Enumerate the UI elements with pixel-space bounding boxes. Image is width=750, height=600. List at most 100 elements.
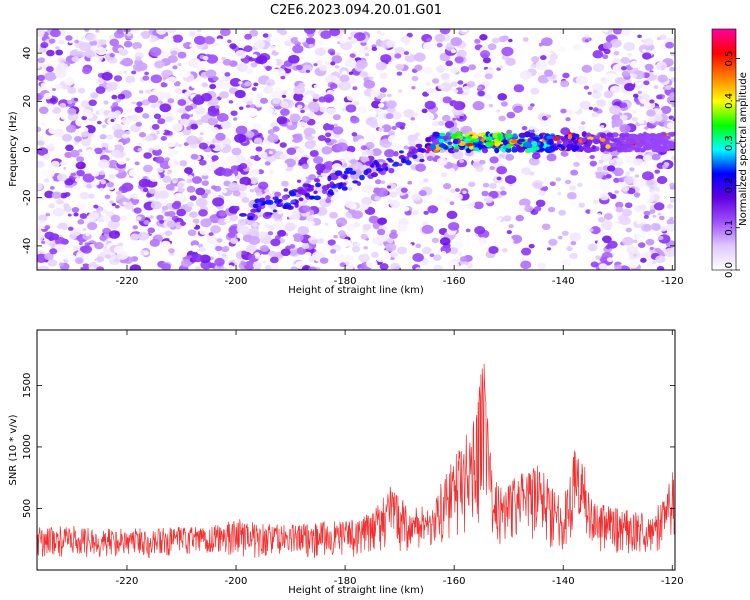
heatmap-cell xyxy=(335,217,348,227)
heatmap-cell xyxy=(143,164,153,173)
heatmap-cell xyxy=(518,132,527,138)
heatmap-cell xyxy=(297,104,303,109)
heatmap-cell xyxy=(313,195,322,201)
heatmap-cell xyxy=(76,203,87,211)
heatmap-cell xyxy=(619,124,631,133)
heatmap-cell xyxy=(452,117,457,121)
heatmap-cell xyxy=(270,35,278,42)
heatmap-cell xyxy=(320,30,332,40)
heatmap-cell xyxy=(664,145,671,151)
heatmap-cell xyxy=(505,147,512,153)
heatmap-cell xyxy=(57,222,68,231)
heatmap-cell xyxy=(40,118,45,122)
heatmap-cell xyxy=(76,184,85,191)
heatmap-cell xyxy=(77,148,83,153)
heatmap-cell xyxy=(101,71,113,81)
heatmap-cell xyxy=(465,228,471,233)
heatmap-cell xyxy=(136,35,143,40)
heatmap-cell xyxy=(330,139,337,144)
heatmap-cell xyxy=(415,143,423,149)
heatmap-cell xyxy=(37,57,46,64)
heatmap-cell xyxy=(383,149,395,158)
heatmap-cell xyxy=(107,111,117,119)
heatmap-cell xyxy=(643,161,649,166)
heatmap-cell xyxy=(329,51,336,56)
heatmap-cell xyxy=(431,260,436,264)
heatmap-cell xyxy=(640,257,647,263)
heatmap-cell xyxy=(411,75,419,82)
heatmap-cell xyxy=(570,169,579,176)
heatmap-cell xyxy=(111,202,116,207)
heatmap-cell xyxy=(118,48,129,56)
heatmap-cell xyxy=(669,198,675,203)
heatmap-cell xyxy=(221,168,233,177)
heatmap-cell xyxy=(247,216,254,221)
heatmap-cell xyxy=(186,126,192,131)
heatmap-cell xyxy=(79,213,88,219)
heatmap-cell xyxy=(597,240,605,246)
heatmap-cell xyxy=(465,148,472,154)
heatmap-cell xyxy=(353,102,358,106)
heatmap-cell xyxy=(222,82,232,90)
heatmap-cell xyxy=(170,122,183,133)
heatmap-cell xyxy=(110,149,121,158)
heatmap-cell xyxy=(73,97,79,102)
heatmap-cell xyxy=(411,86,416,90)
heatmap-cell xyxy=(546,153,557,162)
heatmap-cell xyxy=(619,145,628,151)
heatmap-cell xyxy=(187,175,194,180)
heatmap-cell xyxy=(602,42,613,50)
heatmap-cell xyxy=(613,177,620,183)
heatmap-cell xyxy=(622,208,633,217)
heatmap-cell xyxy=(211,142,224,152)
heatmap-cell xyxy=(122,201,127,205)
heatmap-cell xyxy=(375,161,380,168)
heatmap-cell xyxy=(587,243,598,252)
heatmap-cell xyxy=(40,82,48,88)
heatmap-cell xyxy=(250,155,256,160)
heatmap-cell xyxy=(197,60,210,70)
heatmap-cell xyxy=(622,186,630,192)
heatmap-cell xyxy=(344,58,357,68)
heatmap-cell xyxy=(327,239,336,246)
heatmap-cell xyxy=(504,175,517,184)
heatmap-cell xyxy=(56,198,64,205)
heatmap-cell xyxy=(137,231,150,241)
heatmap-cell xyxy=(406,190,411,195)
heatmap-cell xyxy=(144,250,149,254)
heatmap-cell xyxy=(75,161,85,170)
heatmap-cell xyxy=(462,190,467,195)
heatmap-cell xyxy=(453,101,466,111)
heatmap-cell xyxy=(78,263,84,268)
heatmap-cell xyxy=(423,178,429,183)
heatmap-cell xyxy=(378,250,387,258)
heatmap-cell xyxy=(107,219,120,230)
heatmap-cell xyxy=(308,195,315,200)
heatmap-cell xyxy=(589,160,598,167)
heatmap-cell xyxy=(251,222,258,228)
heatmap-cell xyxy=(189,31,196,37)
heatmap-cell xyxy=(268,169,275,175)
heatmap-cell xyxy=(287,121,293,126)
heatmap-cell xyxy=(180,83,185,87)
heatmap-cell xyxy=(440,72,450,80)
spectrogram-x-ticks: -220 -200 -180 -160 -140 -120 xyxy=(116,29,684,287)
heatmap-cell xyxy=(62,133,73,142)
heatmap-cell xyxy=(59,192,68,199)
heatmap-cell xyxy=(640,223,652,232)
heatmap-cell xyxy=(251,87,257,91)
heatmap-cell xyxy=(642,48,647,53)
heatmap-cell xyxy=(500,101,508,107)
heatmap-cell xyxy=(65,164,77,174)
heatmap-cell xyxy=(106,81,119,91)
heatmap-cell xyxy=(460,65,470,73)
heatmap-cell xyxy=(650,222,661,231)
heatmap-cell xyxy=(547,58,556,66)
heatmap-cell xyxy=(567,139,573,145)
heatmap-cell xyxy=(649,186,655,190)
heatmap-cell xyxy=(435,180,443,186)
heatmap-cell xyxy=(98,39,107,46)
heatmap-cell xyxy=(268,33,273,38)
heatmap-cell xyxy=(208,107,220,117)
heatmap-cell xyxy=(265,107,274,115)
